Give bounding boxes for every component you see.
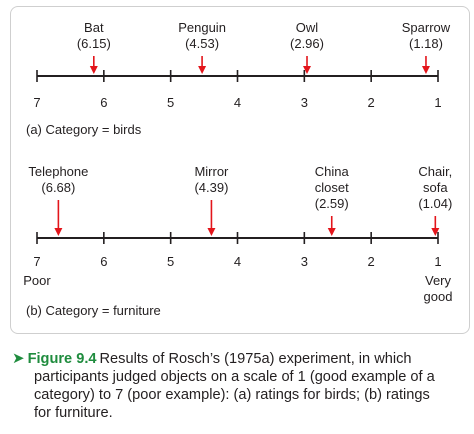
- furniture-item-label: China: [315, 164, 350, 179]
- birds-panel-caption: (a) Category = birds: [26, 122, 142, 137]
- figure-caption: ➤ Figure 9.4 Results of Rosch’s (1975a) ex…: [12, 350, 462, 422]
- furniture-tick-label-5: 5: [167, 254, 174, 269]
- birds-tick-label-4: 4: [234, 95, 241, 110]
- birds-item-value: (6.15): [77, 36, 111, 51]
- figure-diagram: 7 6 5 4 3 2 1 Bat(6.15) Penguin(4.53) Owl(2.96) Sp…: [23, 20, 453, 318]
- furniture-rating-arrow-head: [207, 228, 216, 236]
- furniture-tick-label-7: 7: [33, 254, 40, 269]
- furniture-item-label: Telephone: [28, 164, 88, 179]
- birds-tick-label-7: 7: [33, 95, 40, 110]
- furniture-tick-label-3: 3: [301, 254, 308, 269]
- birds-item-label: Owl: [296, 20, 319, 35]
- birds-rating-arrow-head: [198, 66, 207, 74]
- caption-line-2: participants judged objects on a scale o…: [34, 369, 435, 385]
- furniture-end-label-left: Poor: [23, 273, 51, 288]
- furniture-item-label: closet: [315, 180, 349, 195]
- furniture-tick-label-4: 4: [234, 254, 241, 269]
- birds-item-label: Penguin: [178, 20, 226, 35]
- furniture-item-value: (1.04): [418, 196, 452, 211]
- figure-panel: [10, 6, 470, 334]
- furniture-rating-arrow-head: [431, 228, 440, 236]
- birds-item-label: Bat: [84, 20, 104, 35]
- birds-tick-label-5: 5: [167, 95, 174, 110]
- birds-item-value: (4.53): [185, 36, 219, 51]
- furniture-tick-label-6: 6: [100, 254, 107, 269]
- birds-tick-label-1: 1: [434, 95, 441, 110]
- furniture-item-value: (2.59): [315, 196, 349, 211]
- caption-line-3: category) to 7 (poor example): (a) ratin…: [34, 387, 430, 403]
- furniture-rating-arrow-head: [327, 228, 336, 236]
- birds-tick-label-6: 6: [100, 95, 107, 110]
- furniture-item-label: Mirror: [194, 164, 229, 179]
- furniture-tick-label-2: 2: [368, 254, 375, 269]
- furniture-tick-label-1: 1: [434, 254, 441, 269]
- caption-line-4: for furniture.: [34, 405, 113, 421]
- furniture-item-value: (4.39): [194, 180, 228, 195]
- furniture-end-label-right: Very: [425, 273, 452, 288]
- furniture-item-label: Chair,: [418, 164, 452, 179]
- birds-tick-label-2: 2: [368, 95, 375, 110]
- birds-tick-label-3: 3: [301, 95, 308, 110]
- furniture-panel-caption: (b) Category = furniture: [26, 303, 161, 318]
- birds-rating-arrow-head: [421, 66, 430, 74]
- furniture-end-label-right: good: [424, 289, 453, 304]
- arrow-right-icon: ➤: [12, 350, 25, 367]
- birds-item-label: Sparrow: [402, 20, 451, 35]
- birds-rating-arrow-head: [89, 66, 98, 74]
- birds-item-value: (1.18): [409, 36, 443, 51]
- furniture-item-value: (6.68): [41, 180, 75, 195]
- caption-line-1: Results of Rosch’s (1975a) experiment, i…: [99, 351, 412, 367]
- birds-rating-arrow-head: [303, 66, 312, 74]
- furniture-item-label: sofa: [423, 180, 448, 195]
- birds-item-value: (2.96): [290, 36, 324, 51]
- furniture-rating-arrow-head: [54, 228, 63, 236]
- figure-label: Figure 9.4: [27, 351, 97, 367]
